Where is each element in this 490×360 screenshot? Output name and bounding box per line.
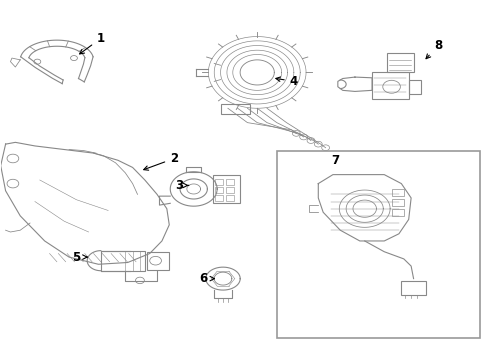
Text: 8: 8 bbox=[426, 39, 442, 59]
Text: 4: 4 bbox=[276, 75, 298, 88]
Bar bbox=[372, 72, 409, 99]
Text: 6: 6 bbox=[199, 272, 215, 285]
Bar bbox=[215, 195, 223, 201]
Bar bbox=[226, 187, 234, 193]
Bar bbox=[220, 104, 250, 114]
Bar bbox=[277, 151, 480, 338]
Bar bbox=[147, 252, 169, 270]
Text: 3: 3 bbox=[175, 179, 189, 192]
Bar bbox=[213, 175, 240, 203]
Bar bbox=[401, 281, 426, 295]
Bar bbox=[392, 199, 404, 206]
Bar bbox=[226, 195, 234, 201]
Bar bbox=[101, 251, 145, 271]
Bar bbox=[392, 189, 404, 196]
Text: 1: 1 bbox=[80, 32, 105, 54]
Bar bbox=[215, 179, 223, 185]
Bar bbox=[387, 53, 414, 72]
Bar bbox=[215, 187, 223, 193]
Text: 2: 2 bbox=[144, 152, 178, 170]
Text: 5: 5 bbox=[73, 251, 87, 264]
Bar bbox=[392, 209, 404, 216]
Bar bbox=[409, 80, 421, 94]
Text: 7: 7 bbox=[331, 154, 340, 167]
Bar bbox=[226, 179, 234, 185]
